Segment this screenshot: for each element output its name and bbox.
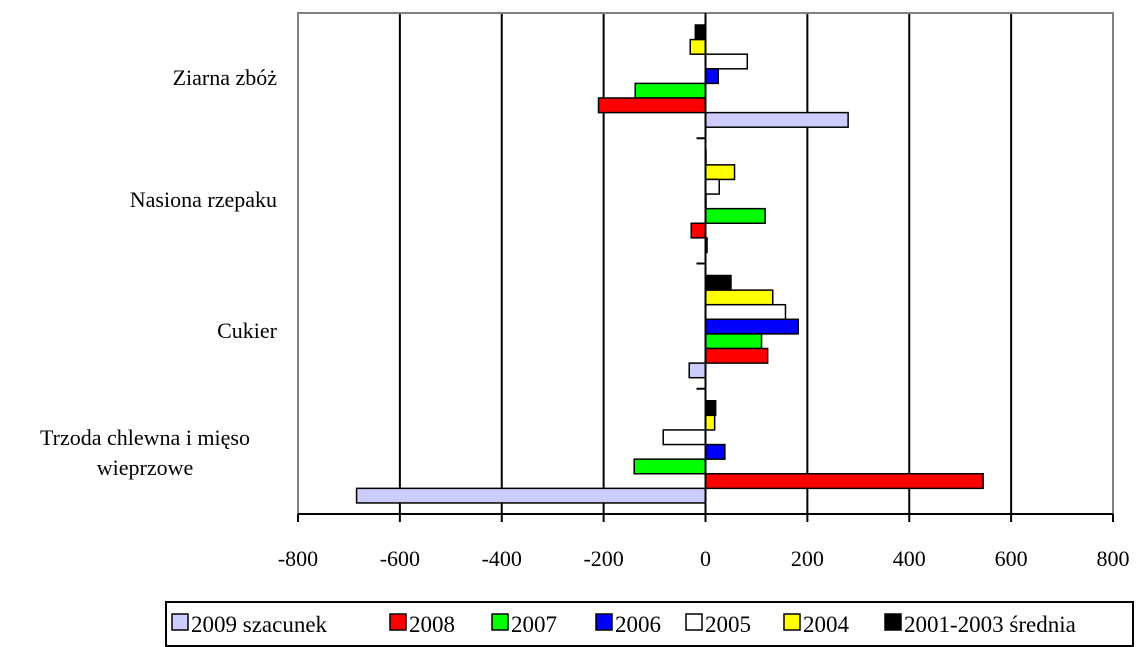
legend-box bbox=[165, 601, 1134, 647]
bar-2001-2003-srednia-trzoda-chlewna-i-mieso-wieprzowe bbox=[704, 400, 717, 417]
bar-2009-szacunek-ziarna-zboz bbox=[704, 111, 849, 128]
bar-2006-trzoda-chlewna-i-mieso-wieprzowe bbox=[704, 443, 726, 460]
bar-2004-cukier bbox=[704, 289, 774, 306]
x-tick-label: 800 bbox=[1097, 546, 1130, 571]
bar-2004-nasiona-rzepaku bbox=[704, 164, 736, 181]
legend-label-2004: 2004 bbox=[803, 612, 850, 637]
legend-label-2001-2003-srednia: 2001-2003 średnia bbox=[904, 612, 1076, 637]
category-label-ziarna-zboz: Ziarna zbóż bbox=[173, 65, 278, 90]
legend-label-2008: 2008 bbox=[409, 612, 455, 637]
legend-label-2007: 2007 bbox=[511, 612, 557, 637]
bar-2001-2003-srednia-ziarna-zboz bbox=[694, 24, 707, 41]
bar-2005-nasiona-rzepaku bbox=[704, 178, 721, 195]
legend: 2009 szacunek 2008 2007 2006 2005 2004 2001-20… bbox=[165, 601, 1134, 647]
legend-label-2009-szacunek: 2009 szacunek bbox=[191, 612, 328, 637]
bar-2009-szacunek-cukier bbox=[688, 362, 707, 379]
bar-2008-cukier bbox=[704, 347, 769, 364]
legend-label-2005: 2005 bbox=[705, 612, 751, 637]
bar-2007-trzoda-chlewna-i-mieso-wieprzowe bbox=[633, 458, 707, 475]
bar-2006-cukier bbox=[704, 318, 799, 335]
bar-2004-trzoda-chlewna-i-mieso-wieprzowe bbox=[704, 414, 716, 431]
legend-swatch-2006 bbox=[595, 613, 613, 631]
x-tick-label: -200 bbox=[583, 546, 623, 571]
category-label-line: wieprzowe bbox=[97, 455, 194, 480]
legend-swatch-2008 bbox=[389, 613, 407, 631]
x-tick-label: 200 bbox=[791, 546, 824, 571]
bar-2008-trzoda-chlewna-i-mieso-wieprzowe bbox=[704, 473, 984, 490]
bar-2001-2003-srednia-cukier bbox=[704, 274, 732, 291]
legend-swatch-2009-szacunek bbox=[171, 613, 189, 631]
x-axis: -800 -600 -400 -200 0 200 400 600 800 bbox=[278, 13, 1130, 571]
bar-2004-ziarna-zboz bbox=[689, 38, 707, 55]
bar-2007-cukier bbox=[704, 333, 763, 350]
bars bbox=[355, 24, 984, 504]
category-label-trzoda-chlewna-i-mieso-wieprzowe: Trzoda chlewna i mięso wieprzowe bbox=[40, 425, 250, 480]
legend-swatch-2007 bbox=[491, 613, 509, 631]
category-label-nasiona-rzepaku: Nasiona rzepaku bbox=[130, 187, 277, 212]
bar-2007-nasiona-rzepaku bbox=[704, 207, 766, 224]
bar-2009-szacunek-trzoda-chlewna-i-mieso-wieprzowe bbox=[355, 487, 707, 504]
legend-swatch-2005 bbox=[685, 613, 703, 631]
bar-2006-ziarna-zboz bbox=[704, 68, 719, 85]
bar-2005-trzoda-chlewna-i-mieso-wieprzowe bbox=[662, 429, 707, 446]
bar-2008-nasiona-rzepaku bbox=[690, 222, 707, 239]
bar-2005-ziarna-zboz bbox=[704, 53, 749, 70]
bar-2008-ziarna-zboz bbox=[597, 97, 707, 114]
x-tick-label: -600 bbox=[380, 546, 420, 571]
x-tick-label: 400 bbox=[893, 546, 926, 571]
category-labels: Ziarna zbóż Nasiona rzepaku Cukier Trzoda c… bbox=[40, 65, 278, 480]
bar-2005-cukier bbox=[704, 303, 787, 321]
bar-2007-ziarna-zboz bbox=[634, 82, 707, 99]
gridlines bbox=[398, 13, 1013, 514]
legend-swatch-2004 bbox=[783, 613, 801, 631]
category-label-line: Trzoda chlewna i mięso bbox=[40, 425, 250, 450]
x-tick-label: 0 bbox=[700, 546, 711, 571]
legend-label-2006: 2006 bbox=[615, 612, 661, 637]
x-tick-label: -800 bbox=[278, 546, 318, 571]
legend-swatch-2001-2003-srednia bbox=[884, 613, 902, 631]
category-label-cukier: Cukier bbox=[217, 318, 278, 343]
x-tick-label: -400 bbox=[482, 546, 522, 571]
x-tick-label: 600 bbox=[995, 546, 1028, 571]
